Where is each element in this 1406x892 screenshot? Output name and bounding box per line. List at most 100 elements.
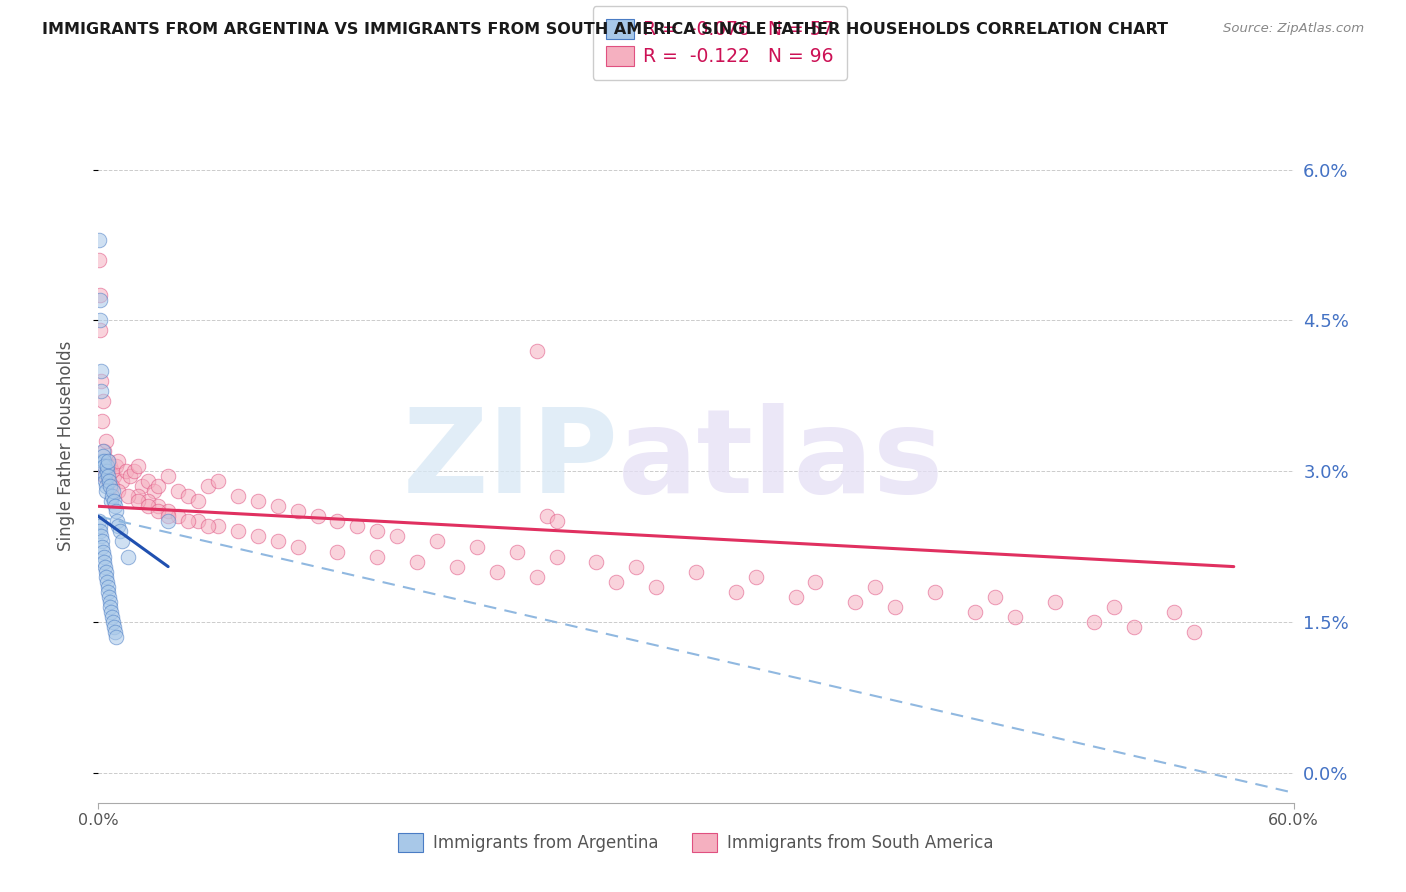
Point [93, 549, 115, 564]
Point [96, 459, 118, 474]
Point [104, 624, 127, 639]
Point [426, 534, 449, 549]
Point [143, 484, 166, 499]
Point [267, 500, 290, 514]
Point [103, 620, 125, 634]
Point [93, 449, 115, 463]
Point [157, 515, 180, 529]
Point [1004, 610, 1026, 624]
Point [1083, 615, 1105, 629]
Point [157, 469, 180, 483]
Point [96, 574, 118, 589]
Point [90, 363, 112, 377]
Point [197, 479, 219, 493]
Text: ZIP: ZIP [402, 403, 619, 517]
Point [105, 504, 128, 518]
Point [267, 534, 290, 549]
Point [167, 484, 190, 499]
Point [724, 584, 747, 599]
Point [226, 489, 249, 503]
Point [536, 509, 558, 524]
Point [844, 595, 866, 609]
Point [785, 590, 807, 604]
Point [226, 524, 249, 539]
Point [96, 569, 118, 583]
Point [645, 580, 668, 594]
Point [94, 559, 117, 574]
Point [506, 544, 529, 558]
Point [91, 540, 114, 554]
Point [97, 584, 120, 599]
Point [97, 474, 120, 488]
Point [94, 464, 117, 478]
Point [526, 569, 548, 583]
Point [90, 534, 112, 549]
Point [91, 464, 114, 478]
Point [94, 474, 117, 488]
Point [131, 479, 153, 493]
Point [207, 519, 229, 533]
Point [105, 515, 128, 529]
Point [605, 574, 627, 589]
Point [93, 459, 115, 474]
Point [1182, 624, 1205, 639]
Point [1043, 595, 1066, 609]
Point [94, 565, 117, 579]
Point [93, 454, 115, 468]
Point [93, 555, 115, 569]
Point [93, 469, 115, 483]
Point [984, 590, 1007, 604]
Point [98, 474, 121, 488]
Point [110, 524, 132, 539]
Point [366, 524, 388, 539]
Point [326, 544, 349, 558]
Point [89, 519, 111, 533]
Point [115, 464, 138, 478]
Point [346, 519, 368, 533]
Point [148, 504, 170, 518]
Point [103, 484, 125, 499]
Point [101, 610, 124, 624]
Point [89, 293, 111, 308]
Point [98, 459, 122, 474]
Text: IMMIGRANTS FROM ARGENTINA VS IMMIGRANTS FROM SOUTH AMERICA SINGLE FATHER HOUSEHO: IMMIGRANTS FROM ARGENTINA VS IMMIGRANTS … [42, 22, 1168, 37]
Point [90, 529, 112, 543]
Point [105, 459, 128, 474]
Point [90, 384, 112, 398]
Point [105, 630, 128, 644]
Point [465, 540, 488, 554]
Y-axis label: Single Father Households: Single Father Households [56, 341, 75, 551]
Point [98, 590, 121, 604]
Point [127, 489, 149, 503]
Point [97, 454, 120, 468]
Point [804, 574, 827, 589]
Text: Source: ZipAtlas.com: Source: ZipAtlas.com [1223, 22, 1364, 36]
Point [136, 494, 159, 508]
Point [97, 580, 120, 594]
Point [90, 374, 112, 388]
Point [127, 459, 149, 474]
Point [91, 544, 114, 558]
Point [101, 489, 124, 503]
Point [89, 253, 111, 268]
Point [246, 494, 269, 508]
Point [406, 555, 429, 569]
Point [157, 504, 180, 518]
Point [485, 565, 508, 579]
Point [89, 524, 111, 539]
Point [89, 313, 111, 327]
Point [98, 599, 122, 614]
Point [94, 469, 117, 483]
Point [100, 605, 122, 619]
Point [97, 469, 120, 483]
Point [107, 519, 129, 533]
Point [89, 233, 111, 247]
Point [127, 494, 149, 508]
Point [307, 509, 329, 524]
Point [101, 479, 124, 493]
Point [287, 540, 309, 554]
Point [93, 393, 115, 408]
Point [148, 479, 170, 493]
Point [107, 484, 129, 499]
Text: atlas: atlas [619, 403, 945, 517]
